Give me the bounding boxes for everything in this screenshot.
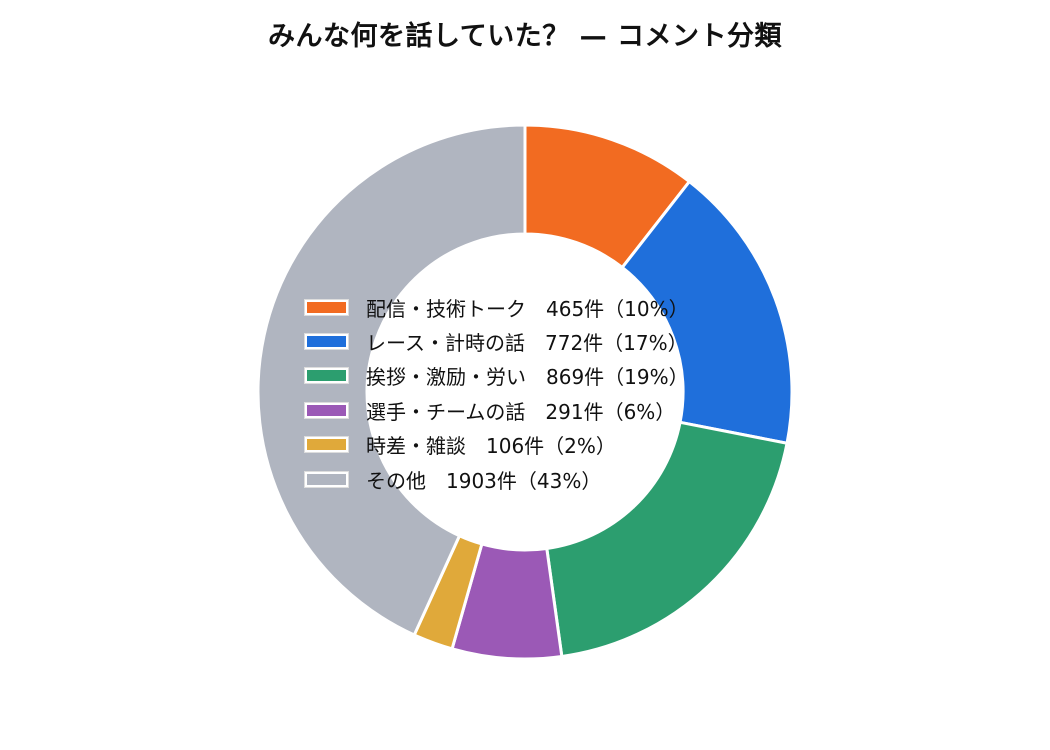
legend-swatch <box>304 470 349 488</box>
donut-slice-6 <box>256 123 527 637</box>
legend-label: 挨拶・激励・労い 869件（19%） <box>366 365 689 390</box>
legend-item: レース・計時の話 772件（17%） <box>304 324 745 358</box>
donut-slice-3 <box>545 420 789 659</box>
legend-swatch <box>304 333 349 351</box>
chart-title: みんな何を話していた？ — コメント分類 <box>268 21 782 52</box>
legend-swatch <box>304 401 349 419</box>
legend-label: レース・計時の話 772件（17%） <box>366 331 688 356</box>
legend-label: その他 1903件（43%） <box>366 468 602 493</box>
legend-item: 時差・雑談 106件（2%） <box>304 428 745 462</box>
legend-item: その他 1903件（43%） <box>304 462 745 496</box>
legend-swatch <box>304 298 349 316</box>
legend-swatch <box>304 367 349 385</box>
legend: 配信・技術トーク 465件（10%） レース・計時の話 772件（17%） 挨拶・激… <box>304 290 745 496</box>
legend-label: 時差・雑談 106件（2%） <box>366 434 616 459</box>
legend-item: 配信・技術トーク 465件（10%） <box>304 290 745 324</box>
donut-slice-2 <box>620 179 794 446</box>
legend-label: 選手・チームの話 291件（6%） <box>366 399 676 424</box>
legend-label: 配信・技術トーク 465件（10%） <box>366 296 689 321</box>
legend-item: 選手・チームの話 291件（6%） <box>304 393 745 427</box>
legend-swatch <box>304 436 349 454</box>
legend-item: 挨拶・激励・労い 869件（19%） <box>304 359 745 393</box>
